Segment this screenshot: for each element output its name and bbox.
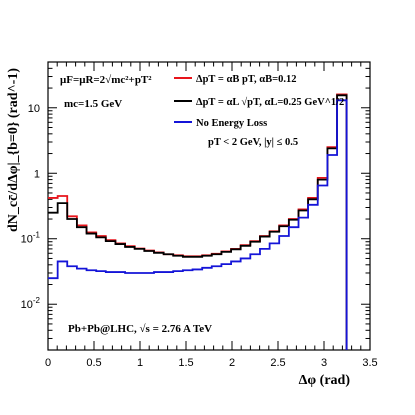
mass-annotation: mc=1.5 GeV: [64, 98, 122, 110]
y-tick-label-3: 10: [28, 103, 40, 115]
series-line-1: [48, 94, 348, 350]
y-tick-label-2: 1: [34, 168, 40, 180]
x-tick-label-2: 1: [137, 357, 143, 369]
x-tick-label-0: 0: [45, 357, 51, 369]
y-tick-label-1: 10-1: [21, 231, 41, 246]
x-tick-label-7: 3.5: [362, 357, 377, 369]
scale-annotation: μF=μR=2√mc²+pT²: [60, 74, 152, 86]
legend-cut-label: pT < 2 GeV, |y| ≤ 0.5: [208, 137, 298, 148]
x-tick-label-1: 0.5: [86, 357, 101, 369]
x-tick-label-3: 1.5: [178, 357, 193, 369]
system-annotation: Pb+Pb@LHC, √s = 2.76 A TeV: [68, 323, 212, 335]
series-layer: [48, 93, 348, 350]
y-axis-title: dN_cc̄/dΔφ|_{b=0} (rad^-1): [6, 68, 21, 232]
x-tick-label-5: 2.5: [270, 357, 285, 369]
legend: ΔpT = αB pT, αB=0.12 ΔpT = αL √pT, αL=0.…: [174, 74, 344, 148]
plot-frame: [47, 61, 371, 351]
legend-label-blue: No Energy Loss: [196, 118, 267, 129]
legend-label-red: ΔpT = αB pT, αB=0.12: [196, 74, 297, 85]
x-axis-title: Δφ (rad): [299, 373, 351, 388]
x-tick-label-4: 2: [229, 357, 235, 369]
y-tick-labels: 10-2 10-1 1 10: [21, 103, 41, 311]
series-line-2: [48, 99, 348, 350]
series-line-0: [48, 93, 348, 350]
axis-ticks: [47, 61, 371, 351]
x-tick-label-6: 3: [321, 357, 327, 369]
y-tick-label-0: 10-2: [21, 296, 41, 311]
x-tick-labels: 0 0.5 1 1.5 2 2.5 3 3.5: [45, 357, 378, 369]
legend-label-black: ΔpT = αL √pT, αL=0.25 GeV^1/2: [196, 96, 344, 108]
